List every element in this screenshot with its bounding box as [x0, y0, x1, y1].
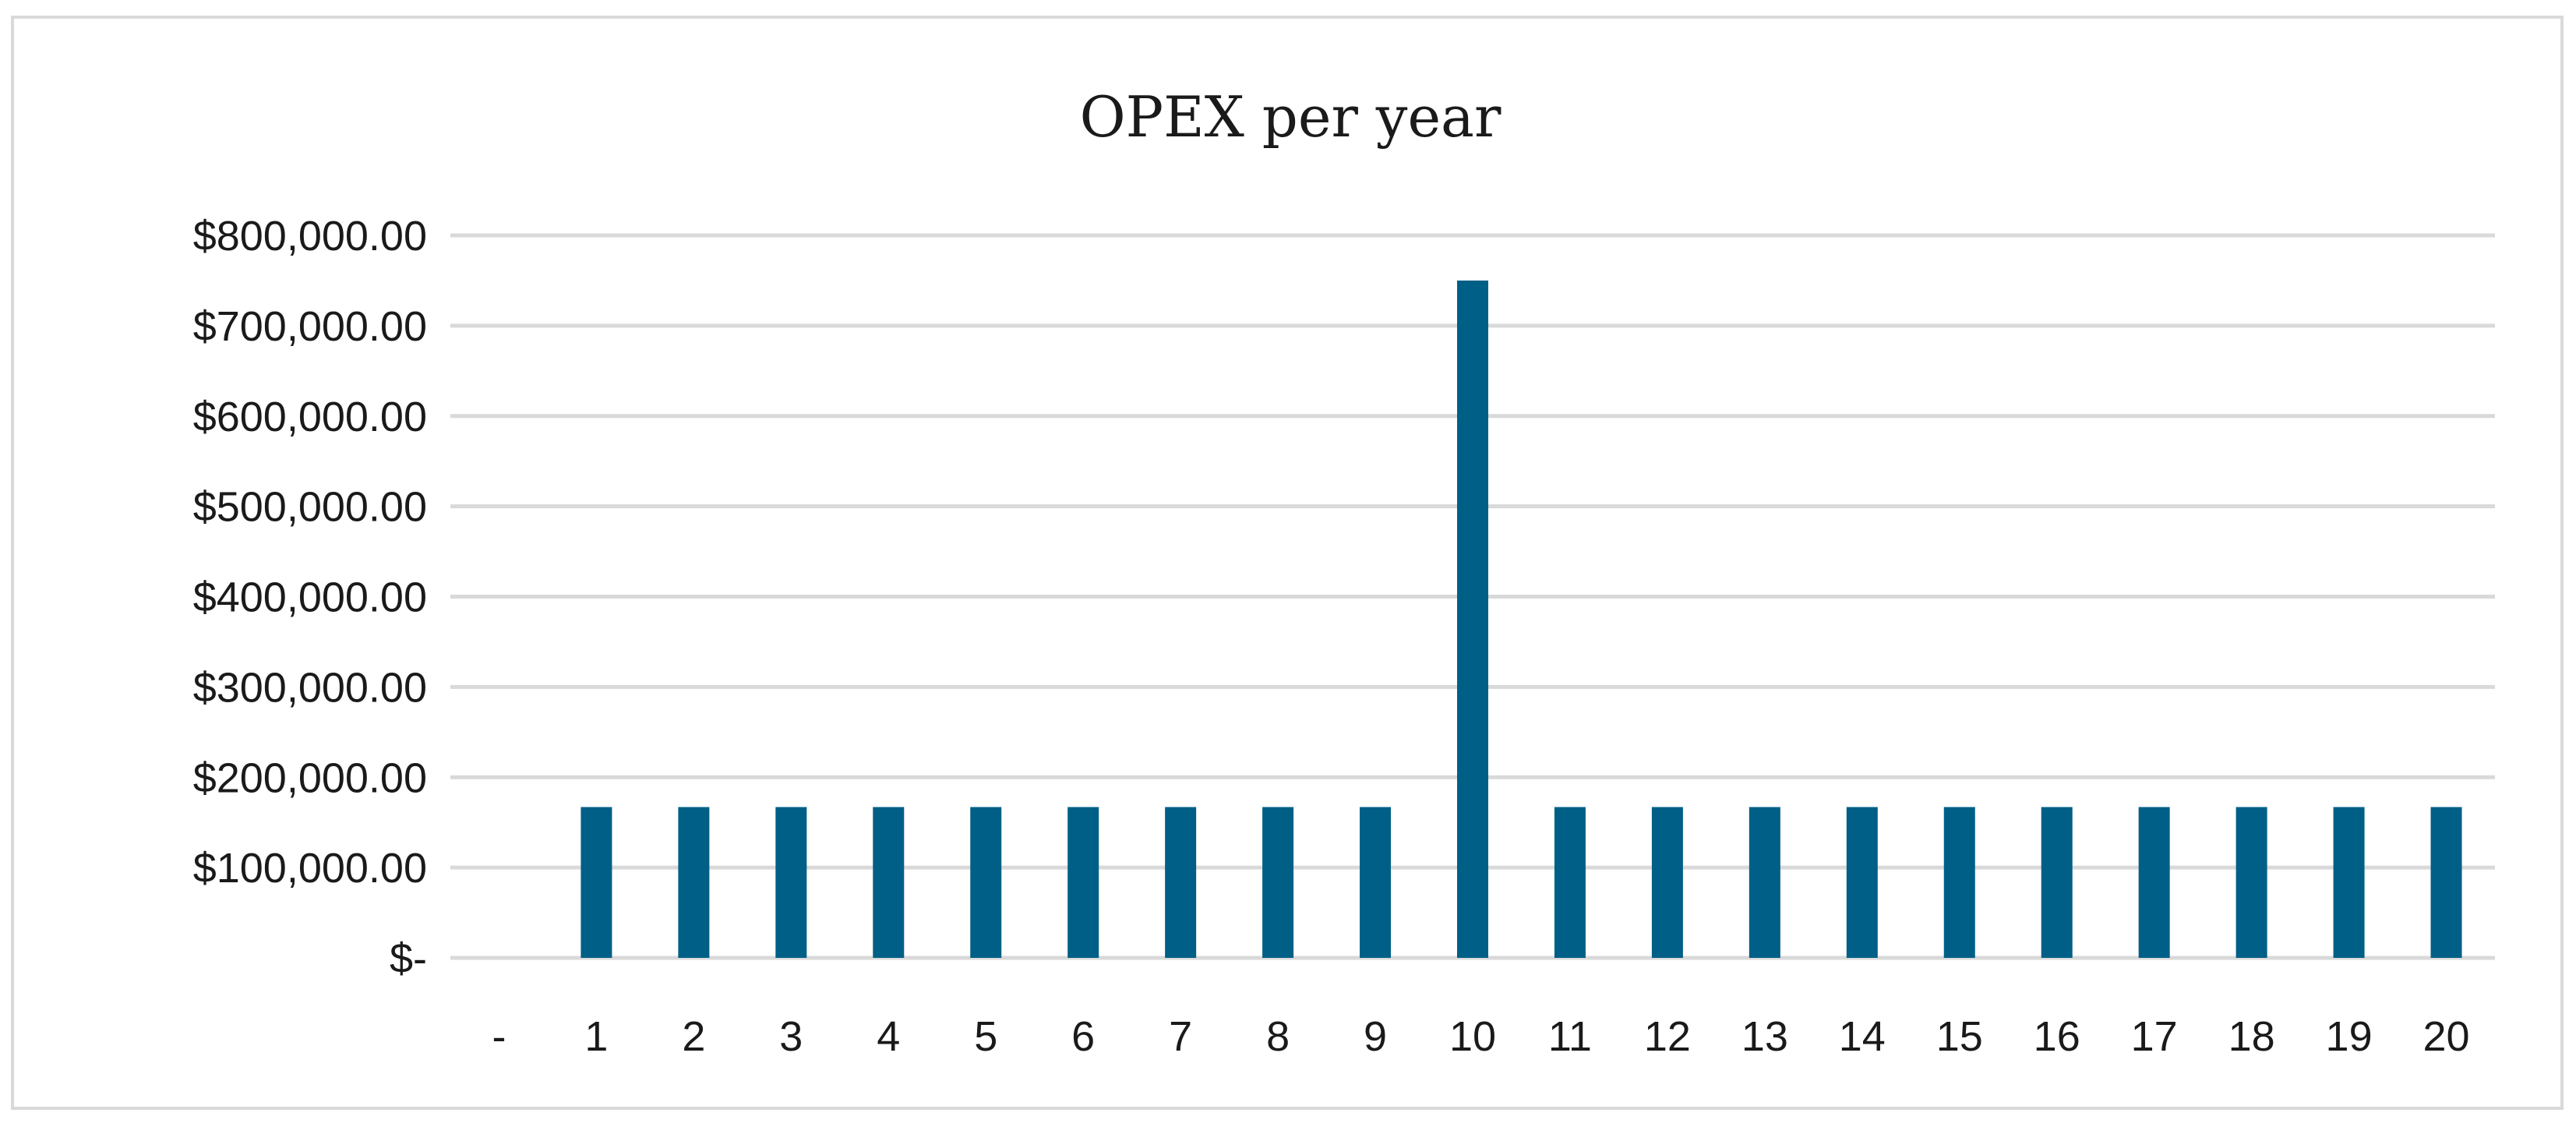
x-tick-label: 8 — [1266, 1013, 1290, 1060]
bar-10 — [1457, 280, 1488, 958]
x-tick-label: 12 — [1644, 1013, 1691, 1060]
x-tick-label: 13 — [1741, 1013, 1788, 1060]
bar-18 — [2235, 807, 2267, 958]
y-tick-label: $600,000.00 — [193, 394, 427, 440]
y-tick-label: $- — [390, 935, 427, 982]
y-tick-label: $200,000.00 — [193, 754, 427, 801]
y-tick-label: $400,000.00 — [193, 574, 427, 621]
bar-9 — [1360, 807, 1392, 958]
bar-2 — [678, 807, 710, 958]
bar-1 — [580, 807, 612, 958]
x-tick-label: 17 — [2131, 1013, 2178, 1060]
x-tick-label: 15 — [1936, 1013, 1983, 1060]
bar-6 — [1067, 807, 1099, 958]
bar-3 — [775, 807, 807, 958]
bar-5 — [970, 807, 1002, 958]
bars — [580, 280, 2462, 958]
x-tick-label: 11 — [1548, 1013, 1592, 1060]
bar-16 — [2041, 807, 2073, 958]
y-tick-label: $800,000.00 — [193, 213, 427, 260]
x-tick-label: 9 — [1364, 1013, 1387, 1060]
y-axis-tick-labels: $- $100,000.00 $200,000.00 $300,000.00 $400,… — [193, 213, 427, 982]
bar-8 — [1262, 807, 1294, 958]
x-tick-label: 4 — [877, 1013, 900, 1060]
bar-13 — [1749, 807, 1780, 958]
bar-7 — [1165, 807, 1197, 958]
x-tick-label: 6 — [1071, 1013, 1095, 1060]
x-tick-label: 10 — [1449, 1013, 1496, 1060]
bar-12 — [1651, 807, 1683, 958]
bar-20 — [2430, 807, 2462, 958]
bar-15 — [1943, 807, 1975, 958]
x-tick-label: 7 — [1169, 1013, 1192, 1060]
x-tick-label: 16 — [2034, 1013, 2080, 1060]
x-tick-label: 5 — [974, 1013, 997, 1060]
x-tick-label: 3 — [779, 1013, 803, 1060]
y-tick-label: $500,000.00 — [193, 484, 427, 531]
x-tick-label: 1 — [584, 1013, 608, 1060]
x-tick-label: 18 — [2228, 1013, 2275, 1060]
bar-11 — [1554, 807, 1586, 958]
y-tick-label: $100,000.00 — [193, 845, 427, 892]
x-tick-label: 2 — [682, 1013, 705, 1060]
x-tick-label: 19 — [2326, 1013, 2373, 1060]
bar-4 — [873, 807, 905, 958]
x-tick-label: - — [492, 1013, 506, 1060]
x-tick-label: 14 — [1839, 1013, 1886, 1060]
y-tick-label: $700,000.00 — [193, 303, 427, 350]
bar-14 — [1846, 807, 1878, 958]
x-tick-label: 20 — [2422, 1013, 2469, 1060]
x-axis-tick-labels: -1 2 3 4 5 6 7 8 9 10 11 12 13 14 15 16 17 18 19 20 — [492, 1013, 2469, 1060]
bar-19 — [2333, 807, 2365, 958]
chart-title: OPEX per year — [1080, 84, 1501, 150]
y-tick-label: $300,000.00 — [193, 664, 427, 711]
bar-17 — [2138, 807, 2170, 958]
